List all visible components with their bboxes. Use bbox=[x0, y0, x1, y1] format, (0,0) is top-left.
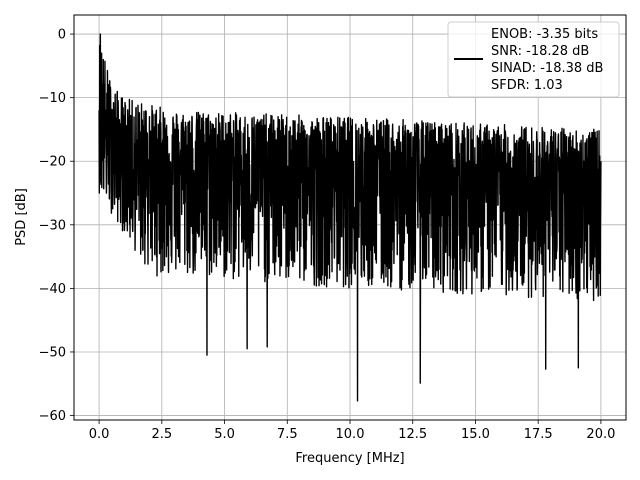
x-tick-label: 5.0 bbox=[214, 427, 235, 442]
psd-series-line bbox=[98, 33, 602, 402]
y-tick-label: −20 bbox=[39, 155, 66, 170]
x-axis-label: Frequency [MHz] bbox=[295, 451, 404, 466]
legend: ENOB: -3.35 bits SNR: -18.28 dB SINAD: -… bbox=[447, 21, 620, 98]
y-tick-label: 0 bbox=[58, 28, 66, 43]
plot-area bbox=[98, 33, 602, 402]
legend-line-enob: ENOB: -3.35 bits bbox=[491, 27, 598, 42]
x-tick-label: 10.0 bbox=[336, 427, 365, 442]
x-tick-label: 2.5 bbox=[151, 427, 172, 442]
x-tick-label: 7.5 bbox=[277, 427, 298, 442]
legend-box bbox=[447, 21, 620, 98]
y-axis-label: PSD [dB] bbox=[14, 188, 29, 246]
y-tick-label: −40 bbox=[39, 282, 66, 297]
x-tick-label: 17.5 bbox=[524, 427, 553, 442]
y-tick-label: −60 bbox=[39, 409, 66, 424]
y-tick-label: −30 bbox=[39, 218, 66, 233]
y-tick-label: −10 bbox=[39, 91, 66, 106]
x-tick-label: 15.0 bbox=[461, 427, 490, 442]
legend-line-snr: SNR: -18.28 dB bbox=[491, 44, 589, 59]
x-axis-ticks: 0.0 2.5 5.0 7.5 10.0 12.5 15.0 17.5 20.0 bbox=[89, 420, 615, 442]
y-tick-label: −50 bbox=[39, 345, 66, 360]
x-tick-label: 12.5 bbox=[398, 427, 427, 442]
x-tick-label: 20.0 bbox=[586, 427, 615, 442]
legend-line-sinad: SINAD: -18.38 dB bbox=[491, 61, 603, 76]
x-tick-label: 0.0 bbox=[89, 427, 110, 442]
y-axis-ticks: 0 −10 −20 −30 −40 −50 −60 bbox=[39, 28, 74, 424]
legend-line-sfdr: SFDR: 1.03 bbox=[491, 78, 563, 93]
